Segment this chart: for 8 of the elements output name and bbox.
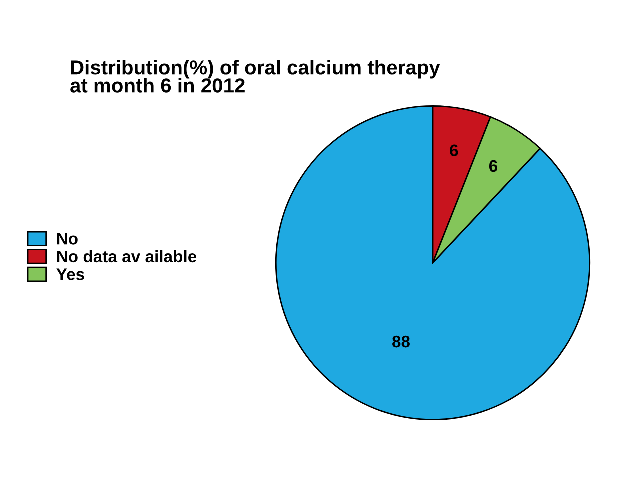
legend-label: Yes [56,268,84,280]
chart-title: Distribution(%) of oral calcium therapy at month 6 in 2012 [70,60,440,93]
data-label: 6 [450,144,458,157]
pie-slice [275,105,591,421]
legend-label: No [57,233,78,245]
data-label: 88 [392,336,410,348]
data-label: 6 [489,160,498,172]
legend-label: No data av ailable [57,250,197,263]
